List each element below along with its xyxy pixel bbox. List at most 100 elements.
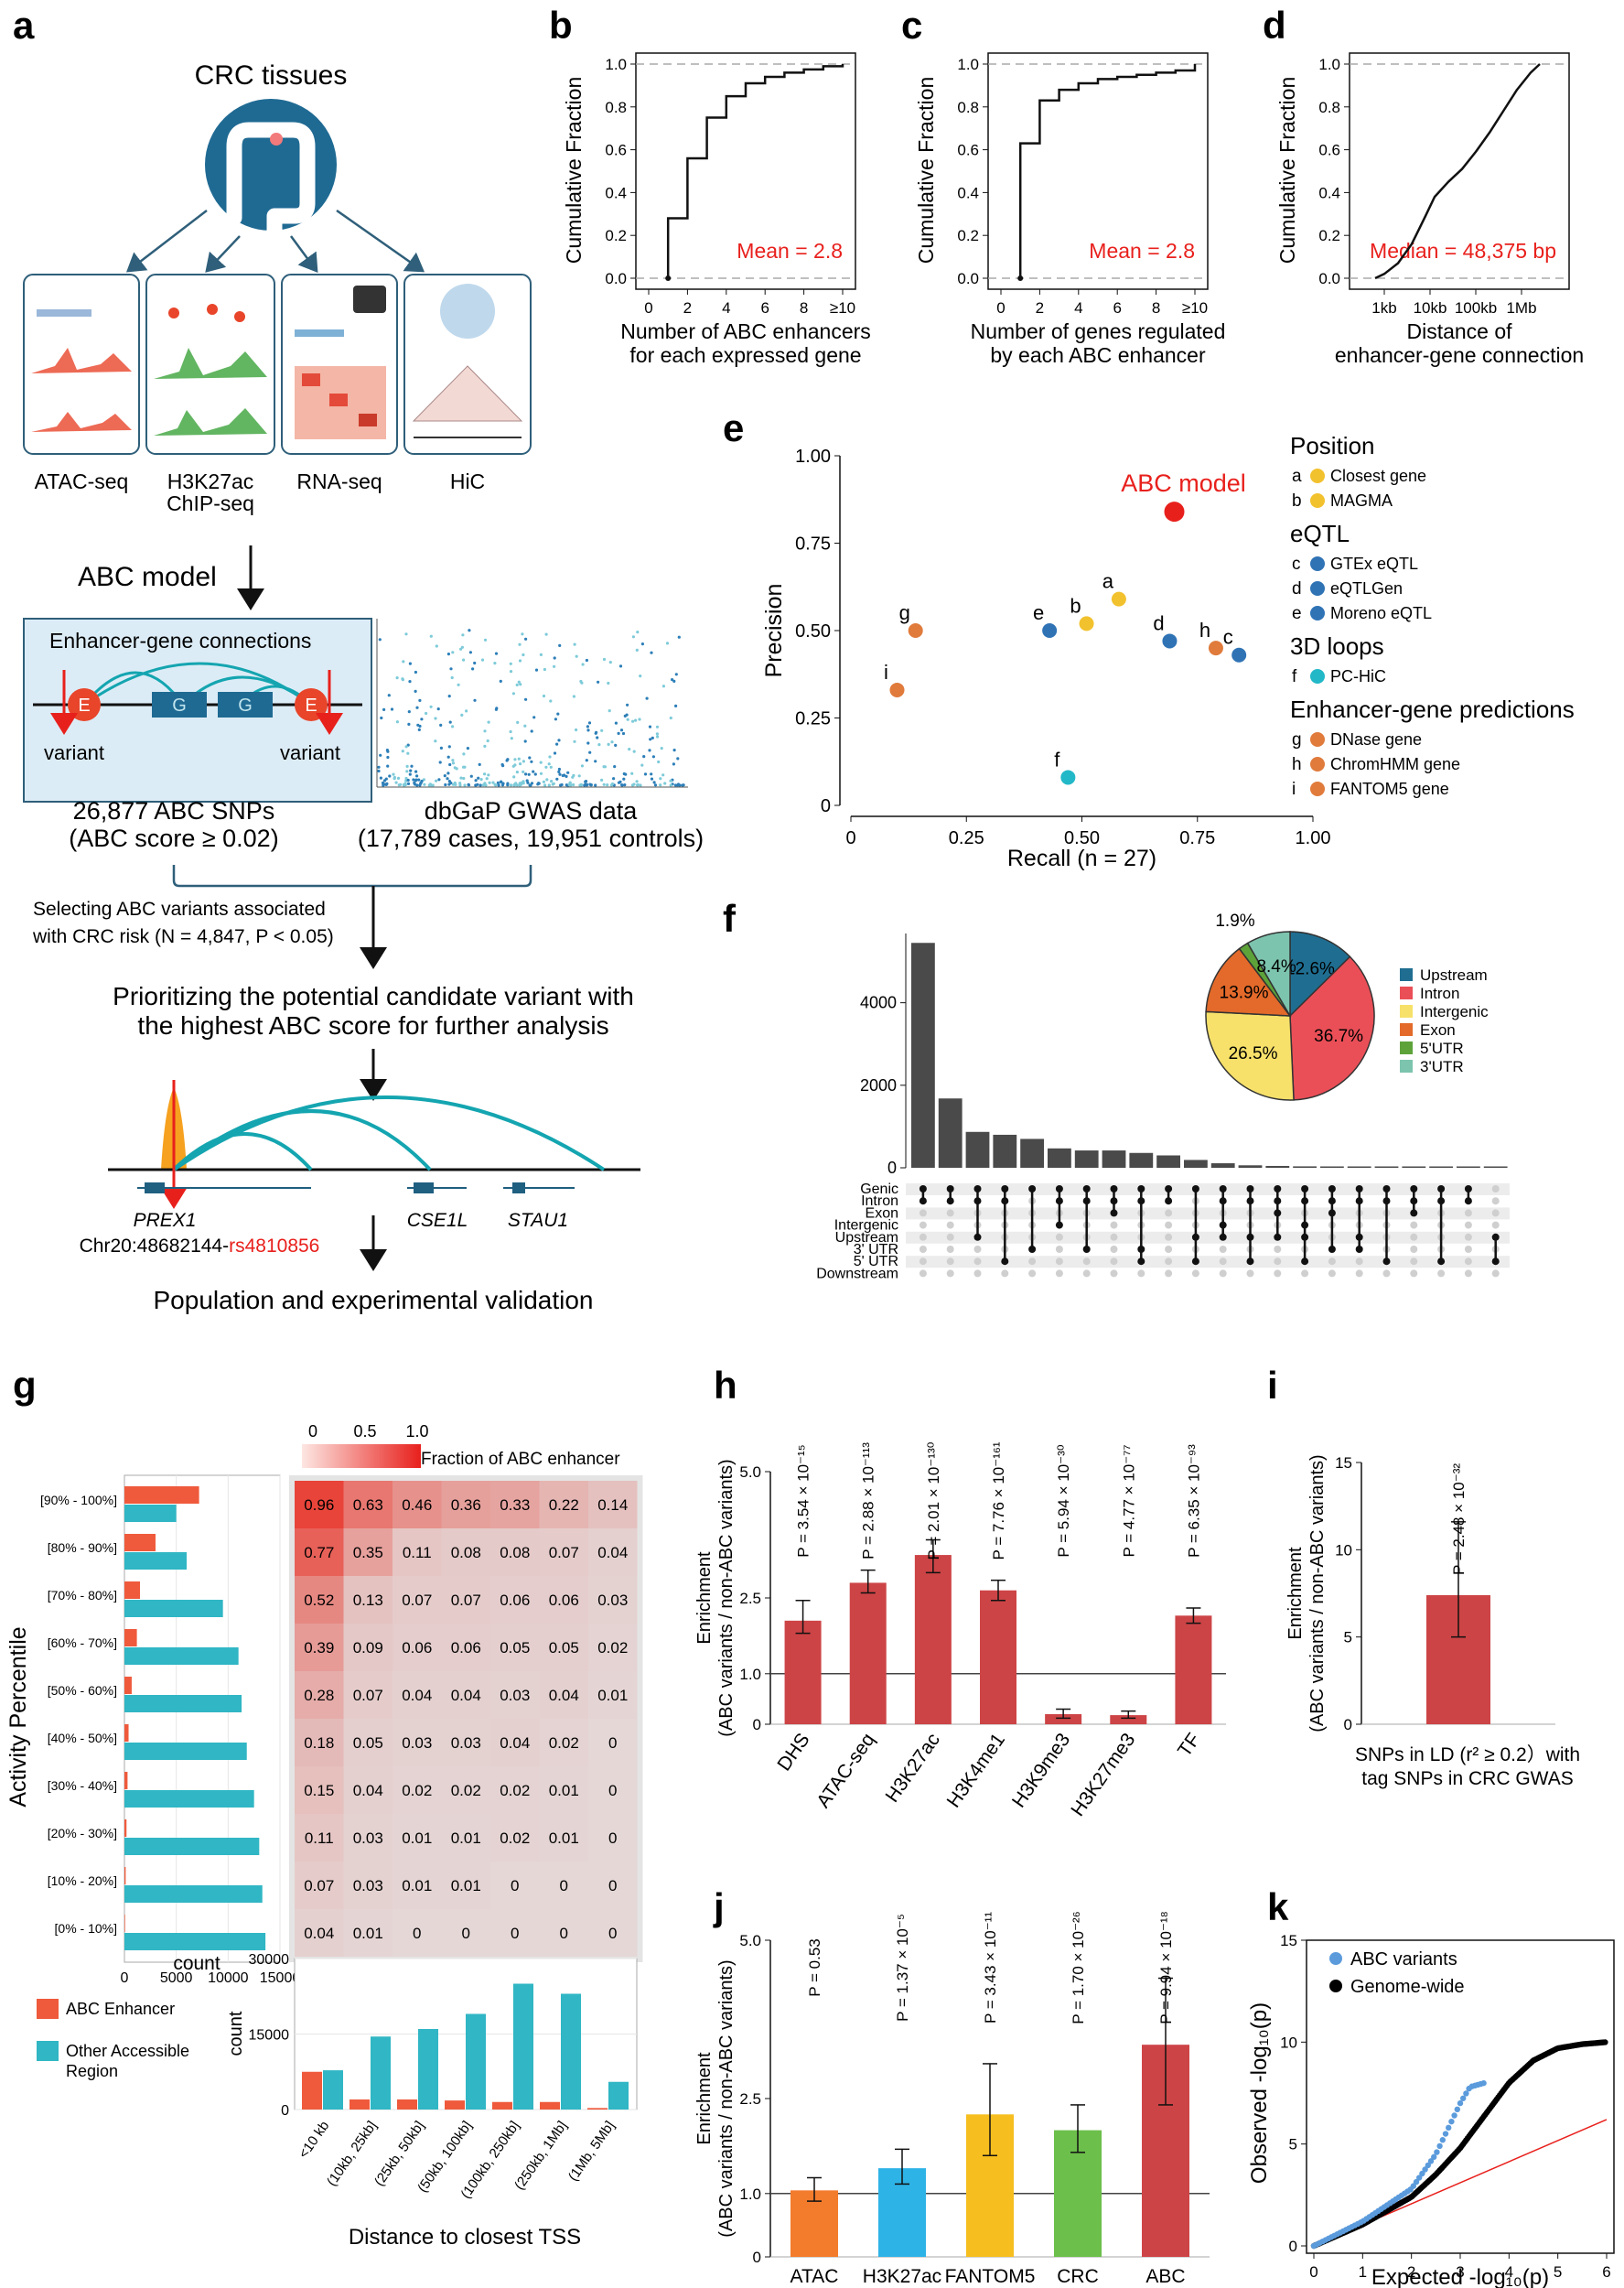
matrix-dot <box>1464 1246 1472 1253</box>
row-label: [30% - 40%] <box>48 1778 117 1793</box>
manhattan-point <box>610 782 615 786</box>
select-line-2: with CRC risk (N = 4,847, P < 0.05) <box>32 926 334 947</box>
matrix-dot <box>1301 1269 1309 1278</box>
manhattan-point <box>626 703 629 707</box>
bar-abc <box>397 2099 417 2110</box>
bar-other <box>124 1790 254 1808</box>
x-tick-label: 0 <box>996 299 1005 317</box>
manhattan-point <box>483 744 487 749</box>
heatmap-value: 0.04 <box>500 1734 530 1752</box>
legend-swatch <box>1310 782 1325 796</box>
bin-label: (1Mb, 5Mb] <box>565 2119 618 2185</box>
heatmap-value: 0 <box>608 1734 617 1752</box>
x-tick-label-1: ABC <box>1145 2266 1185 2287</box>
manhattan-point <box>451 725 455 728</box>
p-value-label: P = 4.77 × 10⁻⁷⁷ <box>1120 1444 1137 1557</box>
manhattan-point <box>610 740 614 744</box>
abc-variant-point <box>1463 2090 1469 2097</box>
bar <box>1045 1713 1082 1724</box>
manhattan-point <box>572 695 576 698</box>
bin-label: (25kb, 50kb] <box>371 2119 427 2189</box>
upset-bar <box>1184 1160 1208 1168</box>
matrix-dot <box>1274 1269 1282 1278</box>
manhattan-point <box>642 755 646 759</box>
manhattan-point <box>478 762 481 767</box>
x-tick-label-1: FANTOM5 <box>945 2266 1036 2287</box>
upset-bar <box>911 943 935 1168</box>
y-tick-label: 2.5 <box>739 2090 761 2108</box>
manhattan-point <box>497 783 500 787</box>
manhattan-point <box>379 753 382 757</box>
y-tick-label: 0.4 <box>1318 184 1340 201</box>
legend-swatch <box>1329 1952 1342 1965</box>
bar-abc <box>445 2100 465 2110</box>
heatmap-value: 0.63 <box>353 1496 383 1514</box>
matrix-dot <box>919 1209 927 1217</box>
manhattan-point <box>462 752 466 756</box>
abc-model-label: ABC model <box>78 562 217 592</box>
manhattan-point <box>406 782 411 786</box>
heatmap-value: 0.07 <box>402 1592 432 1609</box>
scatter-point-f <box>1060 770 1076 785</box>
manhattan-point <box>476 782 479 786</box>
manhattan-point <box>573 739 576 743</box>
manhattan-point <box>567 782 571 787</box>
matrix-dot <box>1382 1269 1391 1278</box>
manhattan-point <box>401 677 404 681</box>
manhattan-point <box>523 724 527 728</box>
heatmap-value: 0.28 <box>304 1687 334 1704</box>
manhattan-point <box>473 698 477 702</box>
heatmap-value: 0.15 <box>304 1782 334 1799</box>
manhattan-point <box>449 667 453 671</box>
heatmap-value: 0.02 <box>500 1782 530 1799</box>
manhattan-point <box>446 653 450 656</box>
manhattan-point <box>565 783 568 787</box>
x-tick-label: 2 <box>1407 2263 1415 2281</box>
legend-item: PC-HiC <box>1330 667 1386 685</box>
manhattan-point <box>630 783 635 787</box>
bar-other <box>124 1600 223 1617</box>
manhattan-point <box>528 756 532 760</box>
manhattan-point <box>586 728 590 732</box>
matrix-dot <box>1219 1246 1227 1253</box>
pie-legend-swatch <box>1400 1005 1413 1018</box>
bar-abc <box>350 2099 370 2110</box>
manhattan-point <box>404 776 408 781</box>
heatmap-value: 0 <box>462 1925 470 1942</box>
manhattan-point <box>621 731 626 736</box>
legend-key: b <box>1292 491 1302 511</box>
arrow-4 <box>336 209 425 273</box>
manhattan-point <box>544 765 548 769</box>
pie-legend-swatch <box>1400 1023 1413 1036</box>
manhattan-point <box>454 782 457 787</box>
y-axis-label-1: Enrichment <box>694 1551 715 1645</box>
manhattan-point <box>579 783 584 787</box>
manhattan-point <box>521 632 524 636</box>
bar <box>784 1620 822 1724</box>
matrix-dot <box>1165 1246 1173 1253</box>
x-axis-label: Distance to closest TSS <box>349 2225 581 2250</box>
x-tick-label: 0 <box>644 299 652 317</box>
matrix-dot <box>919 1246 927 1253</box>
manhattan-point <box>414 770 418 773</box>
manhattan-point <box>404 632 408 636</box>
manhattan-point <box>509 729 512 734</box>
manhattan-point <box>676 757 680 761</box>
validation-label: Population and experimental validation <box>154 1286 594 1314</box>
assay-rnaseq: RNA-seq <box>296 469 382 493</box>
manhattan-point <box>467 782 470 787</box>
y-tick-label: 0 <box>887 1159 897 1177</box>
snps-line-2: (ABC score ≥ 0.02) <box>69 825 278 852</box>
scatter-point-g <box>908 623 923 638</box>
y-axis-label-1: Enrichment <box>1285 1547 1306 1640</box>
heatmap-value: 0.02 <box>597 1639 628 1657</box>
upset-bar <box>1102 1150 1126 1168</box>
scale-tick: 0 <box>308 1422 317 1441</box>
manhattan-point <box>380 716 383 720</box>
y-tick-label: 1.0 <box>957 56 979 73</box>
bar-abc <box>124 1486 199 1504</box>
heatmap-value: 0.22 <box>549 1496 579 1514</box>
matrix-dot <box>919 1221 927 1229</box>
manhattan-point <box>429 634 433 638</box>
